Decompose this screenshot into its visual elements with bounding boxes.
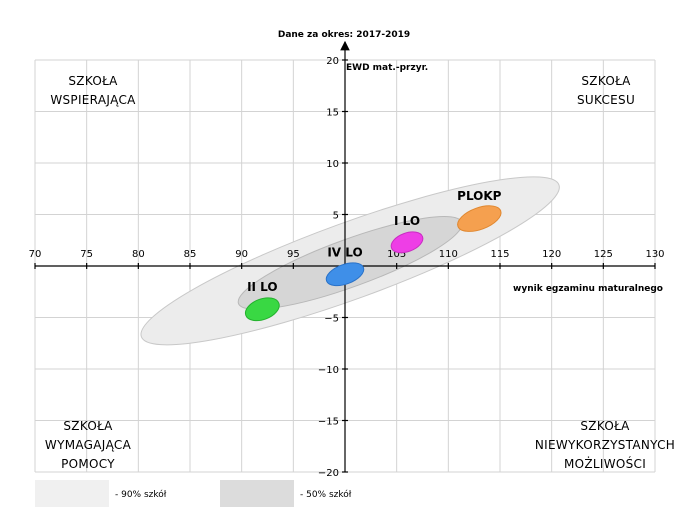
quadrant-label-bottom-left: SZKOŁA WYMAGAJĄCA POMOCY xyxy=(45,419,132,471)
y-tick-label: −20 xyxy=(318,468,339,479)
school-point-plokp xyxy=(457,205,502,232)
school-label-iv-lo: IV LO xyxy=(327,245,362,259)
school-ellipses: PLOKP I LO IV LO II LO xyxy=(244,189,502,322)
x-tick-label: 95 xyxy=(287,249,300,260)
school-label-ii-lo: II LO xyxy=(247,280,278,294)
quadrant-label-top-right: SZKOŁA SUKCESU xyxy=(577,74,635,107)
quadrant-label-bottom-right: SZKOŁA NIEWYKORZYSTANYCH MOŻLIWOŚCI xyxy=(535,419,675,471)
x-tick-label: 120 xyxy=(542,249,561,260)
x-tick-label: 110 xyxy=(439,249,458,260)
x-tick-label: 115 xyxy=(490,249,509,260)
y-axis-label: EWD mat.-przyr. xyxy=(346,63,428,73)
x-tick-label: 105 xyxy=(387,249,406,260)
x-tick-label: 130 xyxy=(645,249,664,260)
school-point-i-lo xyxy=(390,231,424,254)
school-label-i-lo: I LO xyxy=(394,214,420,228)
school-point-ii-lo xyxy=(244,297,280,322)
x-tick-label: 70 xyxy=(29,249,42,260)
school-label-plokp: PLOKP xyxy=(457,189,502,203)
school-point-iv-lo xyxy=(325,262,365,287)
quadrant-label-top-left: SZKOŁA WSPIERAJĄCA xyxy=(50,74,136,107)
quadrant-labels: SZKOŁA WSPIERAJĄCA SZKOŁA SUKCESU SZKOŁA WYMA… xyxy=(45,74,675,471)
x-tick-label: 125 xyxy=(594,249,613,260)
x-tick-label: 75 xyxy=(80,249,93,260)
y-tick-label: 20 xyxy=(326,56,339,67)
legend-swatch-90 xyxy=(35,480,109,507)
y-tick-label: 15 xyxy=(326,108,339,119)
legend: - 90% szkół - 50% szkół xyxy=(35,480,352,507)
x-axis-label: wynik egzaminu maturalnego xyxy=(513,284,663,294)
legend-swatch-50 xyxy=(220,480,294,507)
x-tick-label: 80 xyxy=(132,249,145,260)
tick-labels: 70 75 80 85 90 95 105 110 115 120 125 130−20−15−10−… xyxy=(29,56,665,479)
y-tick-label: −5 xyxy=(324,314,339,325)
y-tick-label: −15 xyxy=(318,417,339,428)
x-tick-label: 90 xyxy=(235,249,248,260)
y-tick-label: 5 xyxy=(333,211,339,222)
y-tick-label: −10 xyxy=(318,365,339,376)
y-tick-label: 10 xyxy=(326,159,339,170)
chart-title: Dane za okres: 2017-2019 xyxy=(278,30,410,40)
x-tick-label: 85 xyxy=(184,249,197,260)
legend-label-50: - 50% szkół xyxy=(300,489,352,500)
legend-label-90: - 90% szkół xyxy=(115,489,167,500)
